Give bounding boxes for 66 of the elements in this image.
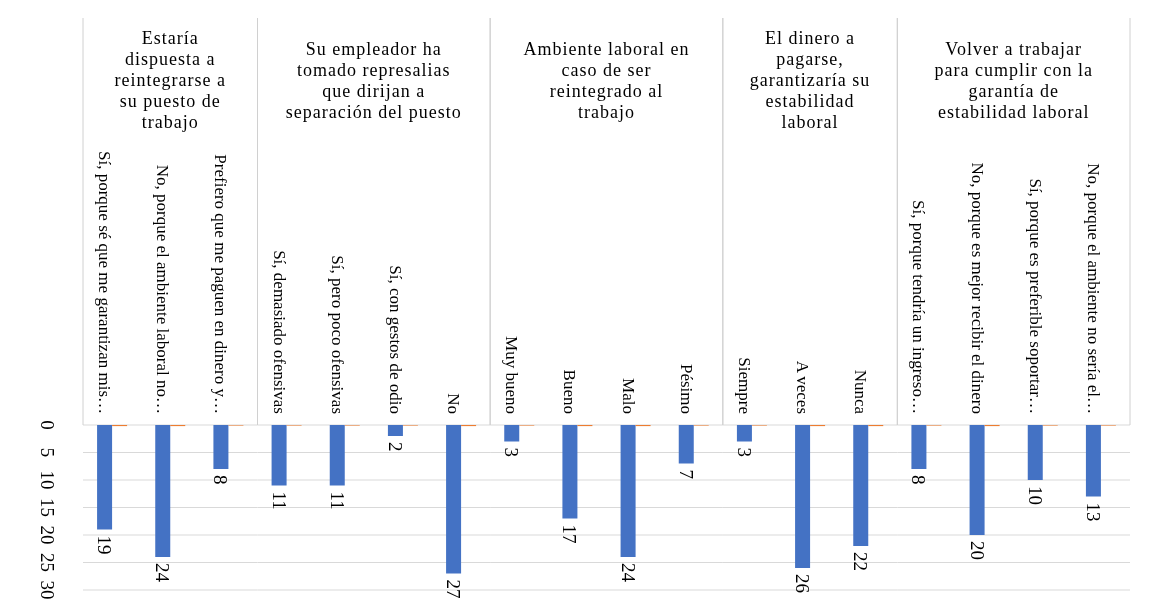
data-label: 10 xyxy=(1024,486,1046,505)
data-label: 11 xyxy=(268,491,290,510)
bar xyxy=(387,425,403,436)
x-tick-label: Prefiero que me paguen en dinero y… xyxy=(211,154,231,414)
bar xyxy=(271,425,287,486)
bar xyxy=(1085,425,1101,497)
y-tick-label: 0 xyxy=(36,420,58,430)
x-tick-label: No xyxy=(444,393,464,414)
bar xyxy=(97,425,113,530)
bar xyxy=(446,425,462,574)
data-label: 24 xyxy=(152,563,174,583)
y-tick-label: 5 xyxy=(36,447,58,458)
x-tick-label: Sí, con gestos de odio xyxy=(385,265,405,414)
chart-title: Estaría dispuesta a reintegrarse a su puesto de trabajo xyxy=(114,28,226,132)
x-tick-label: Sí, porque tendría un ingreso… xyxy=(909,200,929,414)
bar xyxy=(1027,425,1043,480)
bar xyxy=(911,425,927,469)
x-tick-label: Pésimo xyxy=(676,363,696,414)
data-label: 11 xyxy=(326,491,348,510)
data-label: 2 xyxy=(384,442,406,452)
x-tick-label: Sí, porque es preferible soportar… xyxy=(1025,178,1045,414)
x-tick-label: Malo xyxy=(618,378,638,414)
data-label: 17 xyxy=(559,524,581,544)
y-tick-label: 20 xyxy=(36,525,58,545)
x-tick-label: Sí, pero poco ofensivas xyxy=(327,255,347,414)
data-label: 26 xyxy=(792,574,814,593)
y-tick-label: 15 xyxy=(36,498,58,517)
chart-title: Ambiente laboral en caso de ser reintegrado al trabajo xyxy=(523,38,690,122)
chart-title: El dinero a pagarse, garantizaría su estabilidad laboral xyxy=(749,28,871,132)
y-tick-label: 25 xyxy=(36,553,58,572)
data-label: 7 xyxy=(675,469,697,479)
x-tick-label: A veces xyxy=(793,360,813,414)
x-tick-label: Nunca xyxy=(851,369,871,415)
bar xyxy=(504,425,520,442)
data-label: 24 xyxy=(617,563,639,583)
bar xyxy=(155,425,171,557)
chart-title: Su empleador ha tomado represalias que dirijan a separación del puesto xyxy=(285,38,462,122)
y-tick-label: 30 xyxy=(36,580,58,600)
x-tick-label: Siempre xyxy=(734,357,754,414)
x-tick-label: Sí, porque sé que me garantizan mis… xyxy=(95,151,115,414)
data-label: 27 xyxy=(443,579,465,599)
bar xyxy=(213,425,229,469)
bar xyxy=(562,425,578,519)
x-tick-label: No, porque el ambiente no sería el… xyxy=(1083,163,1103,414)
x-tick-label: No, porque el ambiente laboral no… xyxy=(153,164,173,414)
data-label: 19 xyxy=(94,535,116,555)
x-tick-label: No, porque es mejor recibir el dinero xyxy=(967,162,987,414)
bar xyxy=(969,425,985,535)
data-label: 22 xyxy=(850,552,872,571)
data-label: 8 xyxy=(908,475,930,485)
bar xyxy=(853,425,869,546)
x-tick-label: Sí, demasiado ofensivas xyxy=(269,250,289,414)
data-label: 13 xyxy=(1082,502,1104,522)
bar xyxy=(736,425,752,442)
data-label: 20 xyxy=(966,541,988,560)
y-tick-label: 10 xyxy=(36,470,58,490)
bar xyxy=(678,425,694,464)
x-tick-label: Bueno xyxy=(560,369,580,414)
data-label: 3 xyxy=(501,447,523,457)
bar xyxy=(329,425,345,486)
x-tick-label: Muy bueno xyxy=(502,336,522,414)
bar xyxy=(620,425,636,557)
chart-title: Volver a trabajar para cumplir con la garantía de estabilidad laboral xyxy=(934,38,1093,122)
bar xyxy=(795,425,811,568)
data-label: 8 xyxy=(210,475,232,485)
data-label: 3 xyxy=(733,447,755,457)
